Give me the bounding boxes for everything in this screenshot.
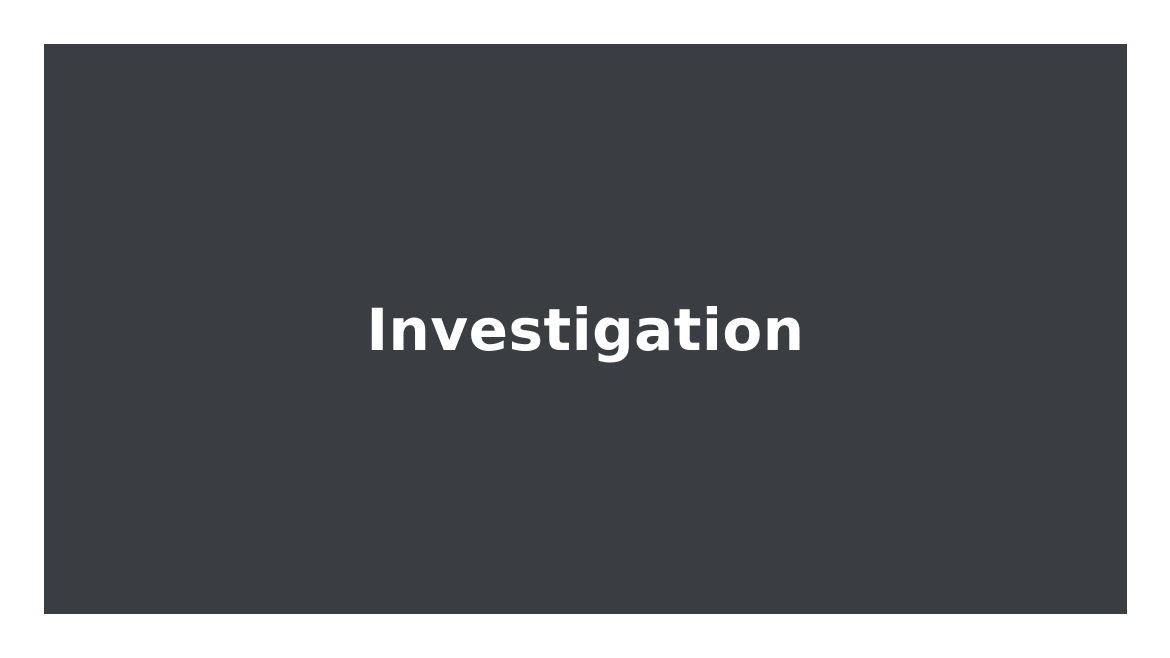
slide-title: Investigation (366, 296, 805, 364)
title-panel: Investigation (44, 44, 1127, 614)
